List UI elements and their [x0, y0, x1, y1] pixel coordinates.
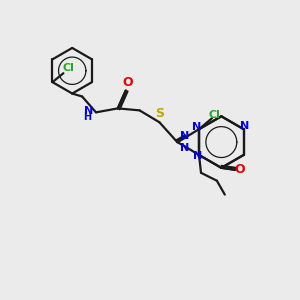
- Text: N: N: [180, 143, 190, 153]
- Text: O: O: [122, 76, 133, 88]
- Text: O: O: [235, 163, 245, 176]
- Text: N: N: [192, 122, 202, 132]
- Text: Cl: Cl: [209, 110, 221, 120]
- Text: H: H: [83, 112, 91, 122]
- Text: N: N: [84, 106, 93, 116]
- Text: N: N: [240, 121, 249, 131]
- Text: S: S: [155, 107, 164, 120]
- Text: N: N: [194, 151, 203, 161]
- Text: Cl: Cl: [62, 63, 74, 73]
- Text: N: N: [180, 131, 190, 141]
